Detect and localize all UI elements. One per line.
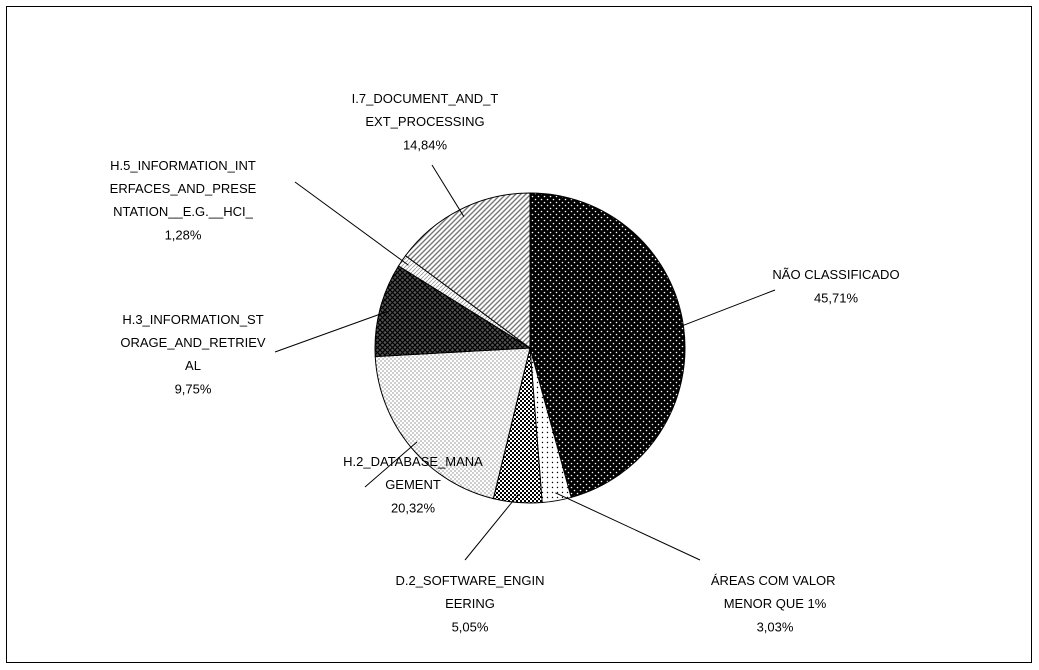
slice-label: D.2_SOFTWARE_ENGIN EERING — [395, 573, 544, 611]
leader-line — [431, 164, 465, 217]
pie-slice — [529, 192, 686, 499]
leader-line — [464, 494, 519, 561]
leader-line — [675, 289, 776, 329]
slice-value-label: 20,32% — [391, 500, 436, 515]
slice-value-label: 45,71% — [814, 290, 859, 305]
slice-label: H.3_INFORMATION_ST ORAGE_AND_RETRIEV AL — [120, 312, 266, 373]
slice-value-label: 1,28% — [165, 227, 202, 242]
leader-line — [294, 181, 409, 266]
slice-label: I.7_DOCUMENT_AND_T EXT_PROCESSING — [352, 91, 499, 129]
slice-value-label: 9,75% — [175, 381, 212, 396]
pie-slice — [374, 265, 532, 358]
leader-line — [274, 310, 388, 353]
slice-label: H.5_INFORMATION_INT ERFACES_AND_PRESE NTAT… — [110, 158, 257, 219]
slice-value-label: 3,03% — [757, 619, 794, 634]
pie-slice — [404, 192, 531, 349]
slice-label: H.2_DATABASE_MANA GEMENT — [343, 454, 483, 492]
slice-value-label: 5,05% — [452, 619, 489, 634]
leader-line — [364, 441, 418, 488]
slice-value-label: 14,84% — [403, 137, 448, 152]
slice-label: ÁREAS COM VALOR MENOR QUE 1% — [711, 573, 839, 611]
slice-label: NÃO CLASSIFICADO — [772, 267, 899, 282]
leader-line — [555, 492, 701, 561]
